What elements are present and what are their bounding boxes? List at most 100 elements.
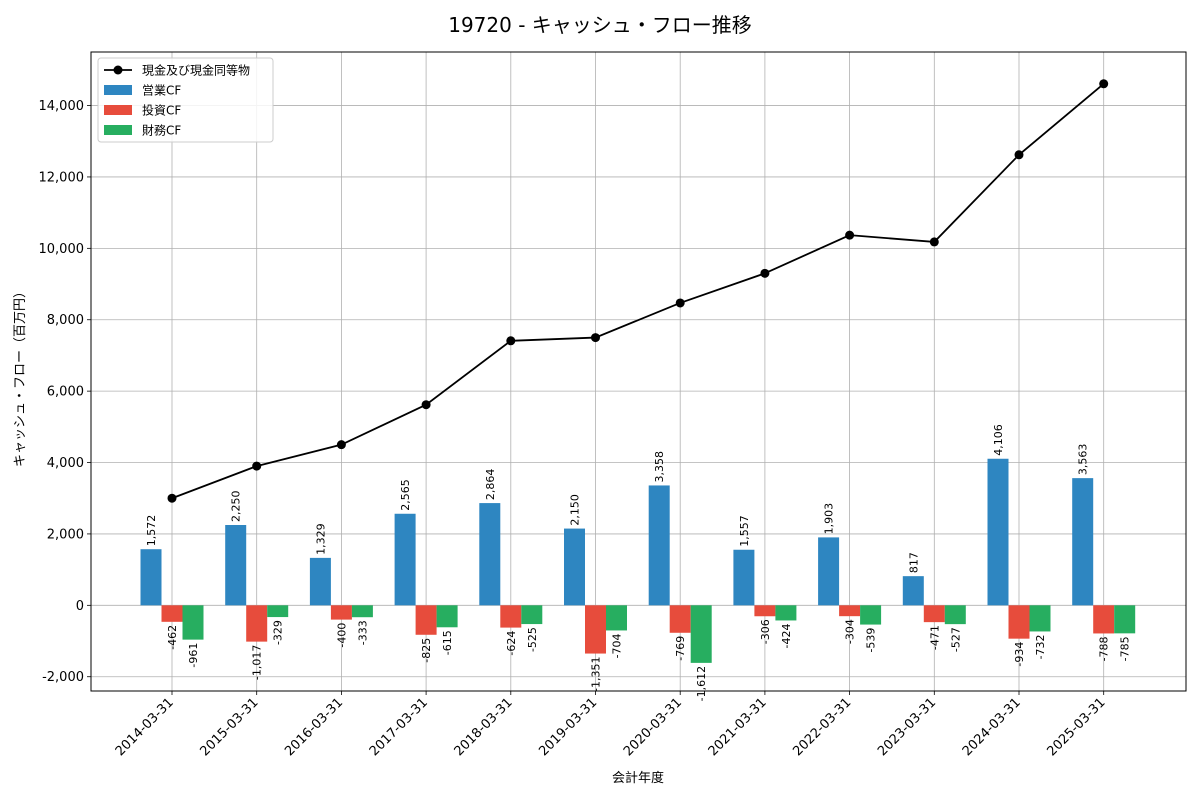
chart-title: 19720 - キャッシュ・フロー推移 bbox=[448, 13, 752, 37]
bar-value-label: 3,358 bbox=[653, 451, 666, 483]
x-tick-label: 2025-03-31 bbox=[1044, 695, 1108, 759]
x-tick-label: 2016-03-31 bbox=[282, 695, 346, 759]
bar-value-label: -539 bbox=[865, 628, 878, 653]
x-tick-label: 2015-03-31 bbox=[197, 695, 261, 759]
bar-value-label: 2,250 bbox=[230, 491, 243, 523]
bar bbox=[500, 605, 522, 628]
bar bbox=[860, 605, 882, 625]
y-tick-label: 6,000 bbox=[47, 385, 84, 400]
bar bbox=[1008, 605, 1030, 639]
bar bbox=[479, 503, 501, 606]
bar bbox=[309, 557, 331, 606]
bar bbox=[330, 605, 352, 620]
bar-value-label: -400 bbox=[335, 623, 348, 648]
y-tick-label: 8,000 bbox=[47, 313, 84, 328]
bar-value-label: -934 bbox=[1013, 642, 1026, 667]
cash-line-point bbox=[845, 230, 855, 240]
bar bbox=[944, 605, 966, 625]
bar bbox=[1114, 605, 1136, 634]
bar-value-label: -961 bbox=[187, 643, 200, 668]
bar-value-label: -615 bbox=[441, 630, 454, 655]
legend-box bbox=[97, 57, 274, 143]
bar bbox=[839, 605, 861, 617]
x-axis-label: 会計年度 bbox=[612, 770, 664, 786]
bar-value-label: -304 bbox=[844, 619, 857, 644]
bar-value-label: -825 bbox=[420, 638, 433, 663]
cash-line-point bbox=[1014, 150, 1024, 160]
cash-line-point bbox=[760, 268, 770, 278]
x-tick-label: 2021-03-31 bbox=[706, 695, 770, 759]
bar-value-label: 1,557 bbox=[738, 515, 751, 547]
bar-value-label: -329 bbox=[272, 620, 285, 645]
cash-line-point bbox=[591, 333, 600, 343]
cash-line-point bbox=[675, 298, 685, 308]
cash-line-point bbox=[421, 400, 431, 410]
bar bbox=[1072, 478, 1094, 606]
bar bbox=[161, 605, 183, 622]
gridlines bbox=[91, 52, 1186, 691]
bar-value-label: 2,150 bbox=[569, 494, 582, 526]
x-tick-label: 2024-03-31 bbox=[960, 695, 1024, 759]
x-tick-label: 2014-03-31 bbox=[113, 695, 177, 759]
cash-line-point bbox=[167, 493, 177, 503]
bar bbox=[669, 605, 691, 633]
bar bbox=[140, 549, 162, 606]
y-tick-label: 0 bbox=[76, 599, 84, 614]
bar-value-label: 1,329 bbox=[314, 523, 327, 555]
y-tick-label: -2,000 bbox=[42, 670, 84, 685]
legend-swatch bbox=[104, 105, 132, 115]
cash-line-point bbox=[506, 336, 516, 346]
cash-line-path bbox=[171, 83, 1105, 500]
bar bbox=[987, 458, 1009, 606]
x-tick-label: 2017-03-31 bbox=[367, 695, 431, 759]
y-tick-label: 12,000 bbox=[39, 170, 85, 185]
legend-label: 財務CF bbox=[142, 123, 181, 138]
bar bbox=[225, 525, 247, 606]
data-labels: 1,572 2,250 1,329 2,565 2,864 2,150 3,358 1,557… bbox=[145, 424, 1132, 701]
bar bbox=[267, 605, 289, 618]
x-tick-label: 2020-03-31 bbox=[621, 695, 685, 759]
legend-label: 現金及び現金同等物 bbox=[142, 63, 250, 78]
cash-line-point bbox=[929, 237, 939, 247]
bar bbox=[585, 605, 606, 654]
y-tick-label: 14,000 bbox=[39, 99, 85, 114]
x-tick-label: 2018-03-31 bbox=[452, 695, 516, 759]
bar-value-label: -769 bbox=[674, 636, 687, 661]
bar-value-label: 4,106 bbox=[992, 424, 1005, 456]
cash-line-point bbox=[336, 440, 346, 450]
bar-value-label: -1,351 bbox=[590, 657, 603, 692]
bar-value-label: -732 bbox=[1034, 634, 1047, 659]
bar-value-label: 2,864 bbox=[484, 469, 497, 501]
x-tick-label: 2023-03-31 bbox=[875, 695, 939, 759]
legend-marker bbox=[113, 65, 123, 75]
bar-value-label: 2,565 bbox=[399, 479, 412, 511]
bar bbox=[923, 605, 945, 623]
bar bbox=[818, 537, 840, 606]
bar-value-label: -624 bbox=[505, 631, 518, 656]
bar bbox=[648, 485, 670, 606]
bar-value-label: -527 bbox=[949, 627, 962, 652]
bar bbox=[351, 605, 373, 618]
bar-value-label: -788 bbox=[1098, 636, 1111, 661]
legend-swatch bbox=[104, 85, 132, 95]
bar-value-label: -785 bbox=[1119, 636, 1132, 661]
cash-line bbox=[167, 79, 1109, 503]
legend-label: 営業CF bbox=[142, 84, 181, 98]
bars bbox=[140, 458, 1136, 663]
bar bbox=[436, 605, 458, 628]
bar-value-label: -306 bbox=[759, 619, 772, 644]
bar-value-label: -525 bbox=[526, 627, 539, 652]
bar bbox=[606, 605, 627, 631]
y-axis-label: キャッシュ・フロー（百万円） bbox=[13, 285, 28, 467]
bar-value-label: -1,612 bbox=[695, 666, 708, 701]
bar bbox=[775, 605, 797, 621]
bar bbox=[733, 549, 755, 606]
plot-frame bbox=[90, 51, 1187, 692]
bar-value-label: 817 bbox=[907, 552, 920, 573]
bar-value-label: 1,903 bbox=[823, 503, 836, 535]
legend-swatch bbox=[104, 125, 132, 135]
bar bbox=[246, 605, 268, 642]
cash-line-point bbox=[1099, 79, 1109, 89]
